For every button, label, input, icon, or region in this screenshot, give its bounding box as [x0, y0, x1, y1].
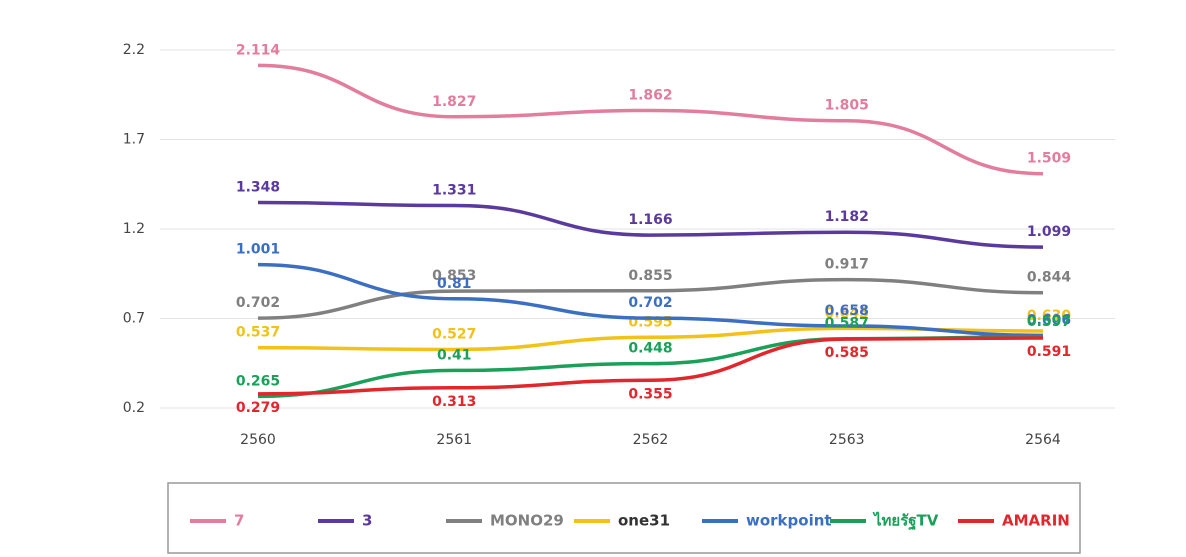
x-tick-label: 2562 [633, 432, 669, 448]
value-label: 0.279 [236, 400, 280, 416]
value-label: 0.591 [1027, 344, 1071, 360]
x-tick-label: 2561 [436, 432, 472, 448]
value-label: 0.853 [432, 268, 476, 284]
value-label: 0.448 [628, 341, 672, 357]
value-label: 1.182 [825, 209, 869, 225]
value-label: 1.331 [432, 183, 476, 199]
value-label: 1.001 [236, 242, 280, 258]
series-line [257, 262, 1044, 338]
series-line [257, 200, 1044, 249]
value-label: 1.348 [236, 180, 280, 196]
legend-label: 7 [234, 512, 244, 530]
legend-label: 3 [362, 512, 372, 530]
legend-label: MONO29 [490, 512, 564, 530]
value-label: 0.658 [825, 303, 869, 319]
series-line [257, 336, 1044, 396]
value-label: 1.099 [1027, 224, 1071, 240]
value-label: 0.265 [236, 373, 280, 389]
value-label: 0.597 [1027, 314, 1071, 330]
value-label: 0.313 [432, 394, 476, 410]
x-tick-label: 2564 [1025, 432, 1061, 448]
value-label: 0.702 [628, 295, 672, 311]
y-tick-label: 1.7 [123, 132, 145, 148]
value-label: 1.166 [628, 212, 672, 228]
value-label: 0.585 [825, 345, 869, 361]
value-label: 2.114 [236, 42, 281, 58]
value-label: 0.844 [1027, 270, 1072, 286]
value-label: 0.355 [628, 386, 672, 402]
y-tick-label: 1.2 [123, 221, 145, 237]
legend-label: AMARIN [1002, 512, 1070, 530]
legend-box [167, 482, 1081, 554]
value-label: 0.527 [432, 326, 476, 342]
value-label: 1.509 [1027, 151, 1071, 167]
value-label: 0.702 [236, 295, 280, 311]
value-label: 0.81 [437, 276, 472, 292]
value-label: 0.645 [825, 305, 869, 321]
y-tick-label: 0.2 [123, 400, 145, 416]
legend-label: workpoint [746, 512, 832, 530]
value-label: 1.862 [628, 88, 672, 104]
value-label: 0.855 [628, 268, 672, 284]
value-label: 0.606 [1027, 312, 1071, 328]
value-label: 0.587 [825, 316, 869, 332]
series-line [257, 63, 1044, 176]
value-label: 1.827 [432, 94, 476, 110]
value-label: 0.41 [437, 347, 472, 363]
value-label: 0.630 [1027, 308, 1072, 324]
value-label: 0.537 [236, 325, 280, 341]
y-tick-label: 2.2 [123, 42, 145, 58]
legend-label: one31 [618, 512, 670, 530]
value-label: 1.805 [825, 98, 869, 114]
legend-label: ไทยรัฐTV [872, 511, 939, 531]
series-line [257, 277, 1044, 320]
x-tick-label: 2560 [240, 432, 276, 448]
x-tick-label: 2563 [829, 432, 865, 448]
value-label: 0.917 [825, 257, 869, 273]
y-tick-label: 0.7 [123, 311, 145, 327]
